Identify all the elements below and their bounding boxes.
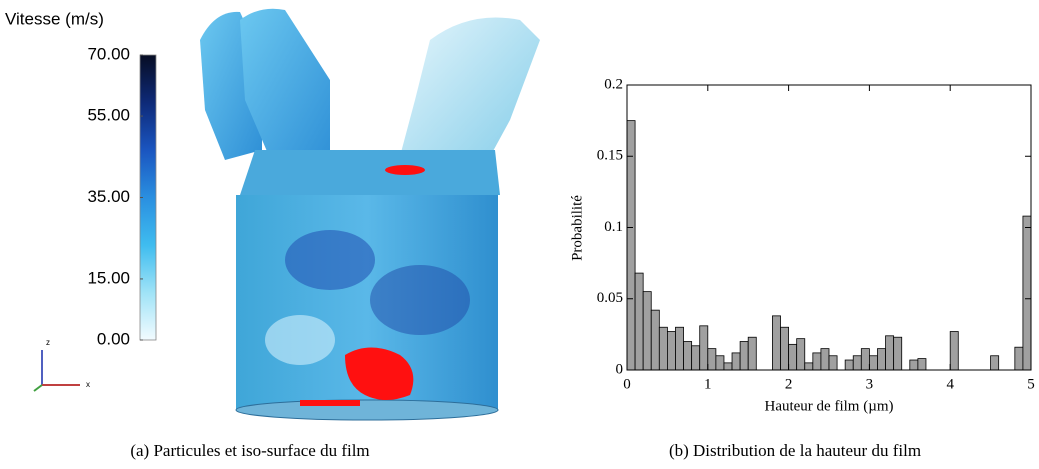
exhaust-pipe xyxy=(395,17,540,175)
bar xyxy=(796,338,806,371)
bar xyxy=(642,291,652,371)
bar xyxy=(893,336,903,371)
flow-patch xyxy=(265,315,335,365)
cylinder-head xyxy=(240,150,500,195)
bar xyxy=(877,348,886,371)
bar xyxy=(909,359,919,371)
caption: (a) Particules et iso-surface du film xyxy=(130,441,369,460)
bar xyxy=(788,343,798,371)
flow-patch xyxy=(285,230,375,290)
bar xyxy=(707,348,717,371)
bar xyxy=(804,362,814,371)
y-tick-label: 0.1 xyxy=(604,219,623,235)
bar xyxy=(1014,346,1024,371)
y-tick-label: 0.2 xyxy=(604,76,623,92)
bar xyxy=(780,326,790,371)
y-tick-label: 0.15 xyxy=(597,148,623,164)
x-tick-label: 3 xyxy=(866,376,874,392)
x-tick-label: 0 xyxy=(623,376,631,392)
bar xyxy=(852,355,862,371)
bar xyxy=(990,355,1000,371)
bar xyxy=(699,325,709,371)
particles xyxy=(345,347,414,400)
caption: (b) Distribution de la hauteur du film xyxy=(669,441,921,460)
particles xyxy=(300,400,360,406)
bar xyxy=(820,348,830,371)
y-axis-label: Probabilité xyxy=(569,195,585,261)
bar xyxy=(634,272,644,371)
bar xyxy=(723,362,733,371)
colorbar-tick-label: 70.00 xyxy=(87,44,130,63)
x-axis-label: Hauteur de film (µm) xyxy=(764,398,893,414)
y-tick-label: 0 xyxy=(616,361,624,377)
bar xyxy=(869,355,878,371)
bar xyxy=(715,355,725,371)
colorbar-tick-label: 0.00 xyxy=(97,329,130,348)
bar xyxy=(739,341,749,371)
axis-label: x xyxy=(86,380,90,389)
render xyxy=(200,8,540,421)
x-tick-label: 2 xyxy=(785,376,793,392)
bar xyxy=(683,341,693,371)
colorbar-tick-label: 35.00 xyxy=(87,187,130,206)
intake-pipe xyxy=(240,8,330,170)
x-tick-label: 5 xyxy=(1027,376,1035,392)
x-tick-label: 4 xyxy=(946,376,954,392)
bar xyxy=(949,331,959,371)
axes-triad xyxy=(33,350,80,392)
colorbar-tick-label: 15.00 xyxy=(87,268,130,287)
bar xyxy=(885,335,895,371)
bar xyxy=(626,120,636,371)
bar xyxy=(675,326,684,371)
bar xyxy=(812,352,822,371)
particles xyxy=(385,165,425,175)
colorbar-tick-label: 55.00 xyxy=(87,106,130,125)
flow-patch xyxy=(370,265,470,335)
bar xyxy=(731,352,741,371)
bar xyxy=(1022,215,1032,371)
bar xyxy=(747,336,757,371)
x-tick-label: 1 xyxy=(704,376,712,392)
bar xyxy=(667,331,676,371)
bar xyxy=(860,348,870,371)
bar xyxy=(844,359,854,371)
y-tick-label: 0.05 xyxy=(597,290,623,306)
bar xyxy=(658,326,668,371)
plot-frame xyxy=(626,84,1032,371)
piston xyxy=(235,399,499,421)
bar xyxy=(772,315,781,371)
colorbar-title: Vitesse (m/s) xyxy=(5,9,104,28)
bar xyxy=(691,345,701,371)
bar xyxy=(650,309,660,371)
bar xyxy=(917,358,927,371)
axis-label: z xyxy=(46,338,50,347)
bar xyxy=(828,355,838,371)
